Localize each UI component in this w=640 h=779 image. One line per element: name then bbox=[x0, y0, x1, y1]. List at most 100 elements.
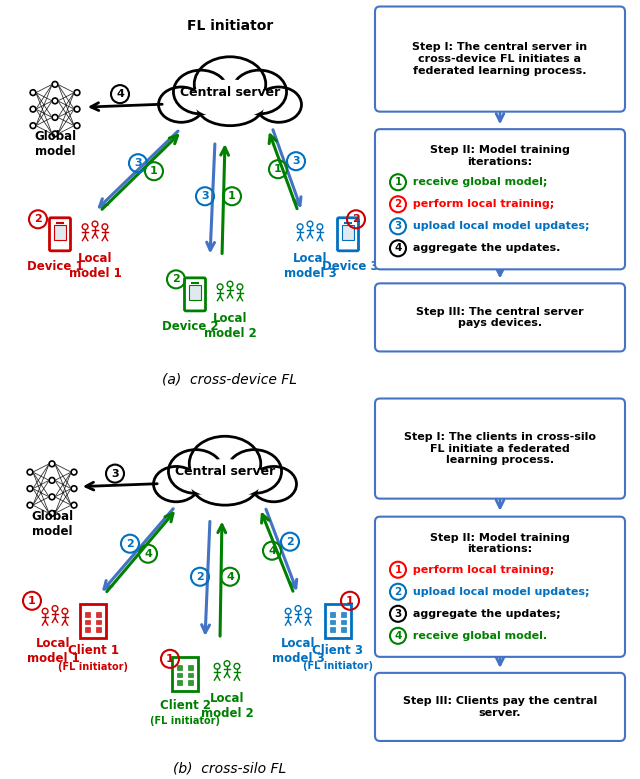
Text: 2: 2 bbox=[172, 274, 180, 284]
Circle shape bbox=[27, 486, 33, 492]
Ellipse shape bbox=[159, 87, 204, 122]
Text: Step II: Model training
iterations:: Step II: Model training iterations: bbox=[430, 533, 570, 555]
Ellipse shape bbox=[193, 467, 257, 505]
Text: Central server: Central server bbox=[180, 86, 280, 99]
FancyBboxPatch shape bbox=[375, 516, 625, 657]
Text: 3: 3 bbox=[111, 469, 119, 478]
Circle shape bbox=[71, 502, 77, 508]
Text: aggregate the updates;: aggregate the updates; bbox=[409, 608, 561, 619]
Text: 1: 1 bbox=[150, 166, 158, 176]
FancyBboxPatch shape bbox=[188, 680, 193, 685]
Ellipse shape bbox=[173, 70, 228, 114]
Text: 3: 3 bbox=[134, 158, 142, 168]
Text: 1: 1 bbox=[166, 654, 174, 664]
Ellipse shape bbox=[168, 449, 223, 493]
Circle shape bbox=[52, 98, 58, 104]
Text: 1: 1 bbox=[274, 164, 282, 174]
FancyBboxPatch shape bbox=[189, 285, 202, 301]
Ellipse shape bbox=[189, 436, 260, 491]
Text: 1: 1 bbox=[346, 596, 354, 606]
Ellipse shape bbox=[256, 87, 301, 122]
Circle shape bbox=[49, 510, 55, 516]
Text: 2: 2 bbox=[394, 199, 402, 210]
FancyBboxPatch shape bbox=[84, 620, 90, 624]
Text: 2: 2 bbox=[394, 587, 402, 597]
Text: Client 3: Client 3 bbox=[312, 644, 364, 657]
Text: 2: 2 bbox=[34, 214, 42, 224]
Text: Local
model 3: Local model 3 bbox=[284, 252, 337, 280]
FancyBboxPatch shape bbox=[84, 612, 90, 617]
Circle shape bbox=[49, 461, 55, 467]
Circle shape bbox=[52, 115, 58, 120]
Text: 1: 1 bbox=[394, 565, 402, 575]
FancyBboxPatch shape bbox=[375, 6, 625, 111]
Text: Local
model 1: Local model 1 bbox=[68, 252, 122, 280]
Text: 3: 3 bbox=[394, 608, 402, 619]
FancyBboxPatch shape bbox=[375, 399, 625, 499]
FancyBboxPatch shape bbox=[80, 604, 106, 638]
Text: (b)  cross-silo FL: (b) cross-silo FL bbox=[173, 762, 287, 776]
Text: 4: 4 bbox=[394, 631, 402, 641]
FancyBboxPatch shape bbox=[84, 627, 90, 632]
Text: 4: 4 bbox=[144, 548, 152, 559]
FancyBboxPatch shape bbox=[188, 673, 193, 677]
FancyBboxPatch shape bbox=[341, 627, 346, 632]
Text: 2: 2 bbox=[196, 572, 204, 582]
FancyBboxPatch shape bbox=[177, 680, 182, 685]
FancyBboxPatch shape bbox=[184, 278, 205, 311]
FancyBboxPatch shape bbox=[49, 218, 70, 251]
Text: Step III: Clients pay the central
server.: Step III: Clients pay the central server… bbox=[403, 696, 597, 717]
Text: 2: 2 bbox=[352, 214, 360, 224]
Ellipse shape bbox=[186, 460, 264, 498]
FancyBboxPatch shape bbox=[54, 224, 67, 240]
Text: Client 2: Client 2 bbox=[159, 700, 211, 713]
Circle shape bbox=[49, 494, 55, 500]
Ellipse shape bbox=[191, 80, 269, 118]
FancyBboxPatch shape bbox=[96, 612, 101, 617]
Circle shape bbox=[74, 106, 80, 112]
Ellipse shape bbox=[154, 467, 199, 502]
Text: Global
model: Global model bbox=[34, 130, 76, 158]
Circle shape bbox=[30, 90, 36, 96]
FancyBboxPatch shape bbox=[188, 665, 193, 670]
Circle shape bbox=[74, 90, 80, 96]
Text: Device 2: Device 2 bbox=[162, 320, 218, 333]
FancyBboxPatch shape bbox=[341, 612, 346, 617]
FancyBboxPatch shape bbox=[172, 657, 198, 691]
Ellipse shape bbox=[195, 57, 266, 111]
Text: Client 1: Client 1 bbox=[67, 644, 118, 657]
Text: (FL initiator): (FL initiator) bbox=[150, 716, 220, 726]
FancyBboxPatch shape bbox=[177, 665, 182, 670]
Circle shape bbox=[30, 123, 36, 129]
Circle shape bbox=[27, 469, 33, 475]
Text: receive global model.: receive global model. bbox=[409, 631, 547, 641]
FancyBboxPatch shape bbox=[330, 627, 335, 632]
Text: Central server: Central server bbox=[175, 465, 275, 478]
FancyBboxPatch shape bbox=[325, 604, 351, 638]
FancyBboxPatch shape bbox=[96, 627, 101, 632]
Text: Step II: Model training
iterations:: Step II: Model training iterations: bbox=[430, 146, 570, 167]
Text: Step I: The clients in cross-silo
FL initiate a federated
learning process.: Step I: The clients in cross-silo FL ini… bbox=[404, 432, 596, 465]
Text: 3: 3 bbox=[292, 157, 300, 166]
Text: upload local model updates;: upload local model updates; bbox=[409, 587, 589, 597]
Text: 4: 4 bbox=[226, 572, 234, 582]
FancyBboxPatch shape bbox=[375, 673, 625, 741]
Text: Local
model 1: Local model 1 bbox=[27, 637, 79, 664]
Text: FL initiator: FL initiator bbox=[187, 19, 273, 33]
Text: 3: 3 bbox=[394, 221, 402, 231]
Text: Step III: The central server
pays devices.: Step III: The central server pays device… bbox=[416, 307, 584, 328]
FancyBboxPatch shape bbox=[330, 612, 335, 617]
FancyBboxPatch shape bbox=[177, 673, 182, 677]
Circle shape bbox=[52, 131, 58, 137]
FancyBboxPatch shape bbox=[375, 129, 625, 270]
Text: 2: 2 bbox=[126, 539, 134, 548]
Circle shape bbox=[71, 486, 77, 492]
Text: Device 3: Device 3 bbox=[322, 260, 378, 273]
Text: 1: 1 bbox=[228, 192, 236, 201]
Text: aggregate the updates.: aggregate the updates. bbox=[409, 243, 561, 253]
Text: perform local training;: perform local training; bbox=[409, 199, 554, 210]
Text: (a)  cross-device FL: (a) cross-device FL bbox=[163, 372, 298, 386]
FancyBboxPatch shape bbox=[330, 620, 335, 624]
Text: Device 1: Device 1 bbox=[27, 260, 83, 273]
FancyBboxPatch shape bbox=[337, 218, 358, 251]
